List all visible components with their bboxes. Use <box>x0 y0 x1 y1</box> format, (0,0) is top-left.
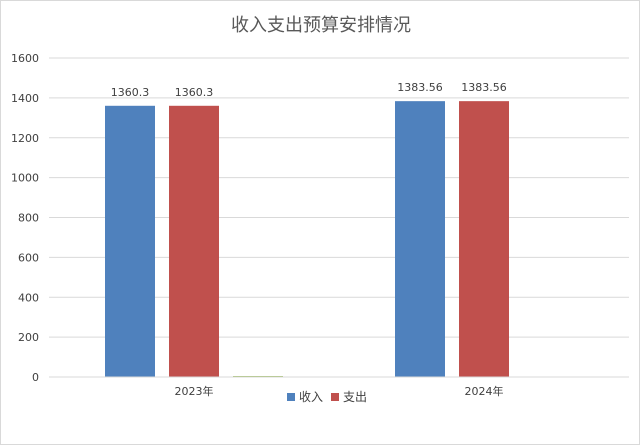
y-tick-label: 1200 <box>11 132 39 145</box>
legend-label: 支出 <box>343 390 367 404</box>
data-label: 1383.56 <box>461 81 507 94</box>
x-tick-label: 2024年 <box>465 384 504 398</box>
bar <box>169 105 219 377</box>
y-tick-label: 200 <box>18 331 39 344</box>
y-tick-label: 1400 <box>11 92 39 105</box>
legend-swatch <box>287 393 295 401</box>
y-axis-tick-labels: 0 200 400 600 800 1000 1200 1400 1600 <box>11 52 39 384</box>
bar <box>105 105 155 377</box>
y-tick-label: 1600 <box>11 52 39 65</box>
x-axis-tick-labels: 2023年 2024年 <box>175 384 504 398</box>
y-tick-label: 600 <box>18 251 39 264</box>
bar <box>395 101 445 378</box>
x-tick-label: 2023年 <box>175 384 214 398</box>
legend: 收入 支出 <box>287 390 367 404</box>
data-labels: 1360.3 1360.3 1383.56 1383.56 <box>111 81 507 99</box>
bars <box>105 101 509 378</box>
y-tick-label: 400 <box>18 291 39 304</box>
bar <box>459 101 509 378</box>
data-label: 1360.3 <box>175 86 214 99</box>
data-label: 1360.3 <box>111 86 150 99</box>
y-tick-label: 1000 <box>11 172 39 185</box>
chart-title: 收入支出预算安排情况 <box>231 15 411 36</box>
legend-swatch <box>331 393 339 401</box>
y-tick-label: 800 <box>18 212 39 225</box>
y-tick-label: 0 <box>32 371 39 384</box>
data-label: 1383.56 <box>397 81 443 94</box>
legend-label: 收入 <box>299 390 323 404</box>
